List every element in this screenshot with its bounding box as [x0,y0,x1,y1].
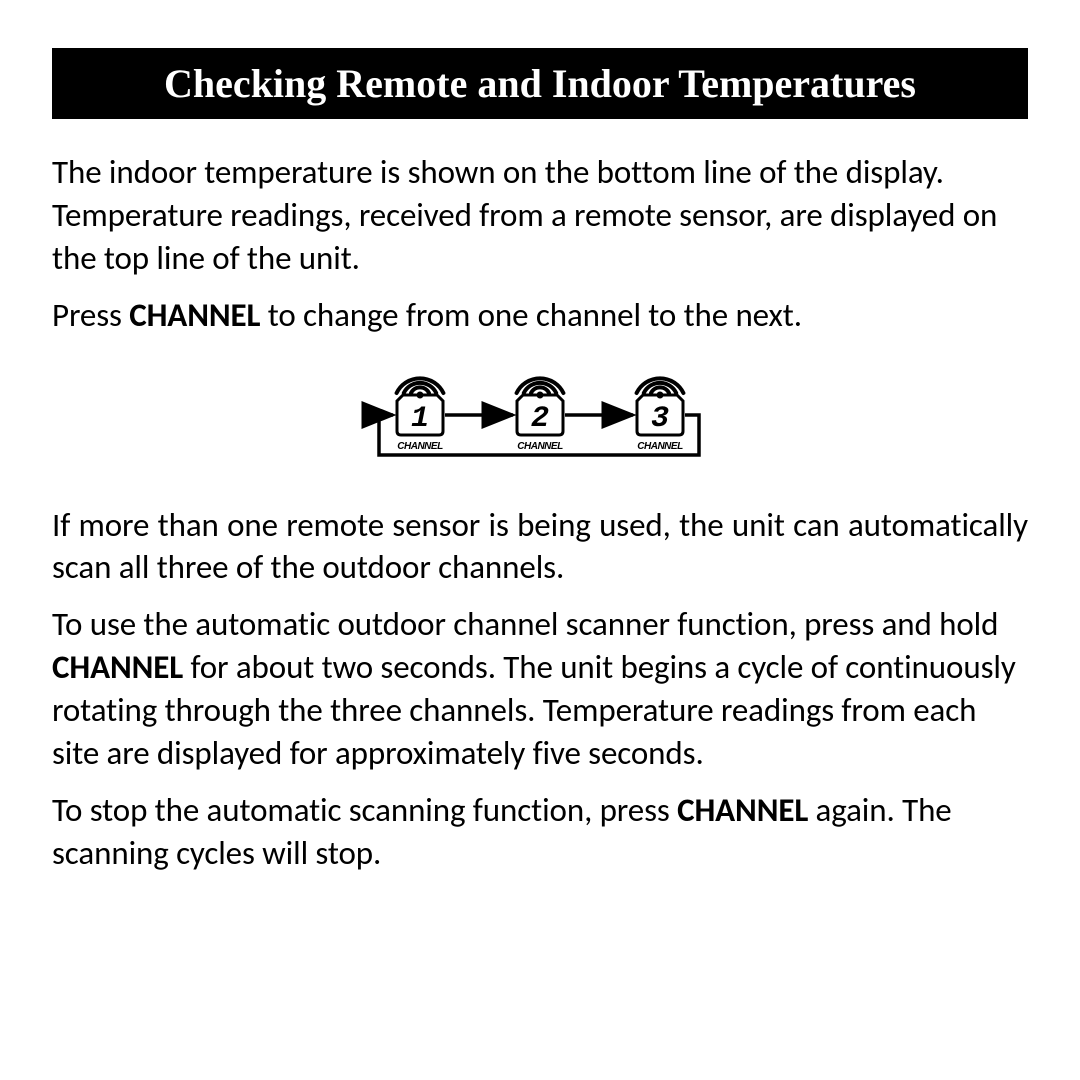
paragraph-stop-scan: To stop the automatic scanning function,… [52,789,1028,875]
text-span: to change from one channel to the next. [260,295,802,335]
text-span: To use the automatic outdoor channel sca… [52,604,998,644]
section-title: Checking Remote and Indoor Temperatures [52,48,1028,119]
svg-text:2: 2 [531,402,549,436]
paragraph-multi-sensor: If more than one remote sensor is being … [52,504,1028,590]
paragraph-intro: The indoor temperature is shown on the b… [52,151,1028,280]
paragraph-auto-scan: To use the automatic outdoor channel sca… [52,603,1028,775]
svg-text:CHANNEL: CHANNEL [397,441,443,452]
channel-keyword: CHANNEL [677,790,808,830]
svg-text:3: 3 [651,402,669,436]
text-span: Press [52,295,129,335]
text-span: To stop the automatic scanning function,… [52,790,677,830]
channel-keyword: CHANNEL [129,295,260,335]
channel-keyword: CHANNEL [52,647,183,687]
channel-cycle-diagram: 1 CHANNEL 2 CHANNEL 3 CHANNEL [52,355,1028,480]
svg-text:CHANNEL: CHANNEL [637,441,683,452]
svg-text:1: 1 [411,402,429,436]
paragraph-press-channel: Press CHANNEL to change from one channel… [52,294,1028,337]
channel-diagram-svg: 1 CHANNEL 2 CHANNEL 3 CHANNEL [340,355,740,475]
text-span: for about two seconds. The unit begins a… [52,647,1016,773]
svg-text:CHANNEL: CHANNEL [517,441,563,452]
